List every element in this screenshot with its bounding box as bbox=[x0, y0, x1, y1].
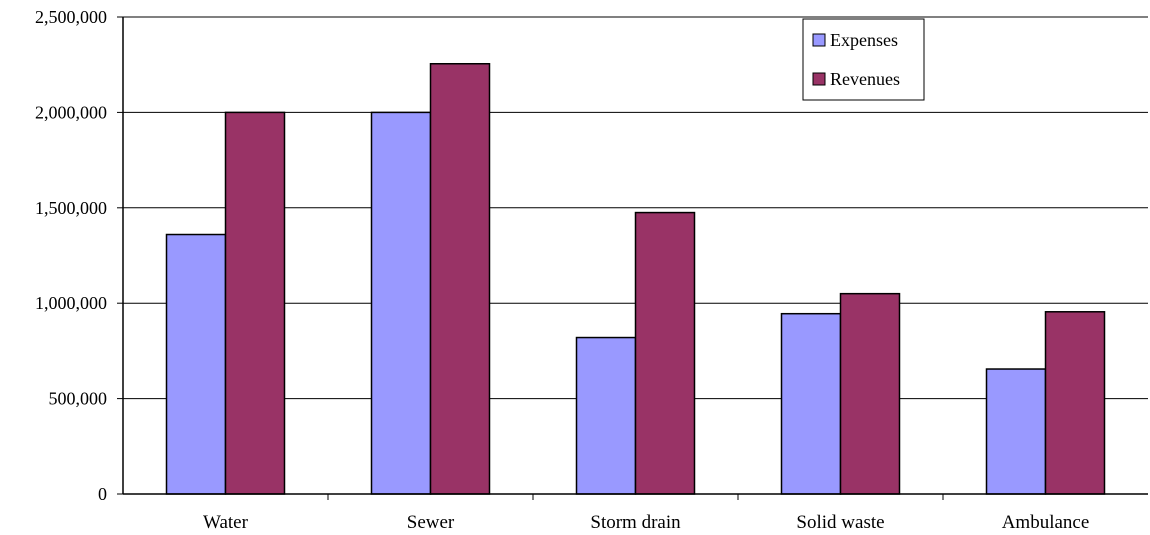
y-tick-label: 1,000,000 bbox=[35, 293, 107, 313]
x-tick-label: Solid waste bbox=[796, 512, 884, 533]
y-tick-label: 2,000,000 bbox=[35, 102, 107, 122]
y-tick-label: 500,000 bbox=[49, 389, 108, 409]
x-tick-label: Storm drain bbox=[590, 512, 681, 533]
bar-revenues-water bbox=[224, 111, 286, 495]
bar-revenues-ambulance bbox=[1044, 311, 1106, 495]
x-tick-label: Ambulance bbox=[1002, 512, 1090, 533]
x-tick-labels: Water Sewer Storm drain Solid waste Ambulanc… bbox=[203, 494, 1089, 533]
y-tick-label: 2,500,000 bbox=[35, 7, 107, 27]
y-tick-labels: 0 500,000 1,000,000 1,500,000 2,000,000 2,500… bbox=[35, 7, 123, 504]
legend-swatch-revenues bbox=[812, 72, 826, 86]
legend-box bbox=[802, 18, 925, 101]
legend-label-expenses: Expenses bbox=[830, 30, 898, 50]
bars bbox=[165, 62, 1106, 495]
bar-expenses-water bbox=[165, 233, 227, 495]
y-tick-label: 0 bbox=[98, 484, 107, 504]
x-tick-label: Sewer bbox=[407, 512, 455, 533]
legend-swatch-expenses bbox=[812, 33, 826, 47]
bar-revenues-storm-drain bbox=[634, 211, 696, 495]
legend-label-revenues: Revenues bbox=[830, 69, 900, 89]
bar-expenses-sewer bbox=[370, 111, 432, 495]
y-tick-label: 1,500,000 bbox=[35, 198, 107, 218]
legend: Expenses Revenues bbox=[802, 18, 925, 101]
x-tick-label: Water bbox=[203, 512, 249, 533]
bar-expenses-storm-drain bbox=[575, 336, 637, 495]
bar-revenues-solid-waste bbox=[839, 292, 901, 495]
axes bbox=[122, 17, 1148, 495]
bar-expenses-solid-waste bbox=[780, 312, 842, 495]
bar-revenues-sewer bbox=[429, 62, 491, 495]
bar-expenses-ambulance bbox=[985, 368, 1047, 495]
gridlines bbox=[123, 16, 1148, 400]
